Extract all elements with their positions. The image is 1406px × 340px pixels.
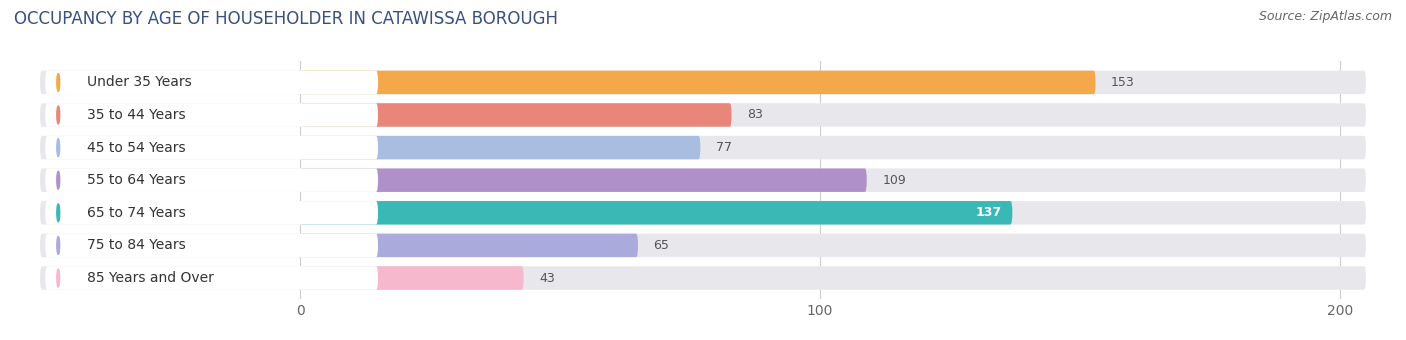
FancyBboxPatch shape (39, 71, 1367, 94)
FancyBboxPatch shape (39, 103, 1367, 127)
Text: 65 to 74 Years: 65 to 74 Years (87, 206, 186, 220)
Text: OCCUPANCY BY AGE OF HOUSEHOLDER IN CATAWISSA BOROUGH: OCCUPANCY BY AGE OF HOUSEHOLDER IN CATAW… (14, 10, 558, 28)
FancyBboxPatch shape (299, 201, 1012, 224)
Text: 75 to 84 Years: 75 to 84 Years (87, 238, 186, 252)
FancyBboxPatch shape (45, 266, 378, 290)
Text: 45 to 54 Years: 45 to 54 Years (87, 141, 186, 155)
Text: 35 to 44 Years: 35 to 44 Years (87, 108, 186, 122)
FancyBboxPatch shape (45, 168, 378, 192)
FancyBboxPatch shape (45, 234, 378, 257)
FancyBboxPatch shape (39, 266, 1367, 290)
FancyBboxPatch shape (299, 168, 866, 192)
Text: 83: 83 (747, 108, 763, 121)
Text: 85 Years and Over: 85 Years and Over (87, 271, 214, 285)
FancyBboxPatch shape (39, 201, 1367, 224)
Text: 153: 153 (1111, 76, 1135, 89)
FancyBboxPatch shape (299, 136, 700, 159)
Text: Under 35 Years: Under 35 Years (87, 75, 191, 89)
Text: 109: 109 (883, 174, 905, 187)
Circle shape (56, 237, 59, 254)
Circle shape (56, 139, 59, 156)
FancyBboxPatch shape (39, 168, 1367, 192)
FancyBboxPatch shape (45, 103, 378, 127)
Circle shape (56, 204, 59, 222)
Circle shape (56, 269, 59, 287)
FancyBboxPatch shape (299, 71, 1095, 94)
FancyBboxPatch shape (299, 266, 523, 290)
Text: 55 to 64 Years: 55 to 64 Years (87, 173, 186, 187)
FancyBboxPatch shape (299, 103, 731, 127)
FancyBboxPatch shape (45, 201, 378, 224)
Text: 65: 65 (654, 239, 669, 252)
FancyBboxPatch shape (45, 136, 378, 159)
Circle shape (56, 171, 59, 189)
Text: 77: 77 (716, 141, 733, 154)
FancyBboxPatch shape (39, 136, 1367, 159)
FancyBboxPatch shape (39, 234, 1367, 257)
FancyBboxPatch shape (45, 71, 378, 94)
Circle shape (56, 73, 59, 91)
FancyBboxPatch shape (299, 234, 638, 257)
Text: 43: 43 (540, 272, 555, 285)
Text: 137: 137 (976, 206, 1002, 219)
Text: Source: ZipAtlas.com: Source: ZipAtlas.com (1258, 10, 1392, 23)
Circle shape (56, 106, 59, 124)
